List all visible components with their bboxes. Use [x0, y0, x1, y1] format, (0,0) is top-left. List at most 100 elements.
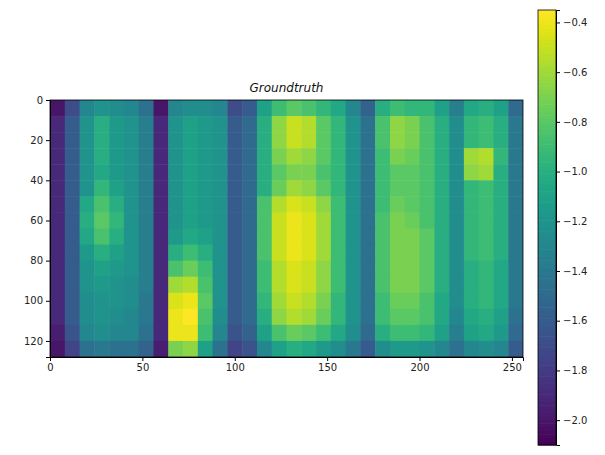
- heatmap-cell: [50, 293, 65, 310]
- colorbar-strip: [538, 365, 556, 369]
- heatmap-cell: [109, 180, 124, 197]
- heatmap-cell: [390, 132, 405, 149]
- heatmap-cell: [464, 116, 479, 133]
- heatmap-cell: [346, 180, 361, 197]
- colorbar-strip: [538, 126, 556, 130]
- heatmap-cell: [153, 229, 168, 246]
- heatmap-cell: [94, 325, 109, 342]
- heatmap-cell: [272, 245, 287, 262]
- heatmap-cell: [346, 148, 361, 165]
- colorbar-strip: [538, 115, 556, 119]
- colorbar-strip: [538, 213, 556, 217]
- heatmap-cell: [331, 116, 346, 133]
- tick-label: 0: [47, 362, 53, 373]
- heatmap-cell: [139, 341, 154, 357]
- colorbar-strip: [538, 79, 556, 83]
- heatmap-cell: [390, 164, 405, 181]
- heatmap-cell: [198, 293, 213, 310]
- heatmap-cell: [287, 261, 302, 278]
- colorbar-strip: [538, 373, 556, 377]
- heatmap-cell: [449, 132, 464, 149]
- heatmap-cell: [168, 212, 183, 229]
- heatmap-cell: [213, 196, 228, 213]
- tick-label: −0.6: [563, 67, 587, 78]
- heatmap-cell: [50, 245, 65, 262]
- colorbar-strip: [538, 97, 556, 101]
- colorbar-strip: [538, 199, 556, 203]
- colorbar-strip: [538, 86, 556, 90]
- tick-label: −1.4: [563, 266, 587, 277]
- heatmap-cell: [183, 245, 198, 262]
- heatmap-cell: [94, 196, 109, 213]
- colorbar-strip: [538, 253, 556, 257]
- colorbar-strip: [538, 369, 556, 373]
- heatmap-cell: [287, 148, 302, 165]
- heatmap-cell: [65, 277, 80, 294]
- heatmap-cell: [449, 229, 464, 246]
- heatmap-cell: [213, 116, 228, 133]
- heatmap-cell: [183, 196, 198, 213]
- colorbar-strip: [538, 72, 556, 76]
- tick-label: −0.8: [563, 117, 587, 128]
- heatmap-cell: [479, 180, 494, 197]
- heatmap-cell: [109, 212, 124, 229]
- heatmap-cell: [434, 293, 449, 310]
- heatmap-cell: [360, 180, 375, 197]
- heatmap-cell: [287, 132, 302, 149]
- heatmap-cell: [227, 164, 242, 181]
- heatmap-cell: [375, 148, 390, 165]
- heatmap-cell: [331, 309, 346, 326]
- colorbar-strip: [538, 260, 556, 264]
- heatmap-cell: [139, 180, 154, 197]
- heatmap-cell: [257, 180, 272, 197]
- heatmap-cell: [242, 164, 257, 181]
- heatmap-cell: [124, 148, 139, 165]
- tick-mark: [235, 357, 236, 361]
- heatmap-cell: [346, 277, 361, 294]
- heatmap-cell: [508, 229, 523, 246]
- colorbar-strip: [538, 420, 556, 424]
- heatmap-cell: [360, 245, 375, 262]
- heatmap-cell: [508, 196, 523, 213]
- heatmap-cell: [80, 148, 95, 165]
- heatmap-cell: [508, 341, 523, 357]
- heatmap-cell: [360, 341, 375, 357]
- heatmap-cell: [493, 116, 508, 133]
- heatmap-cell: [168, 341, 183, 357]
- heatmap-cell: [109, 261, 124, 278]
- heatmap-cell: [301, 212, 316, 229]
- heatmap-cell: [227, 325, 242, 342]
- heatmap-cell: [331, 261, 346, 278]
- colorbar-strip: [538, 195, 556, 199]
- colorbar-strip: [538, 257, 556, 261]
- colorbar-strip: [538, 340, 556, 344]
- heatmap-cell: [272, 180, 287, 197]
- heatmap-cell: [65, 229, 80, 246]
- heatmap-cell: [65, 180, 80, 197]
- heatmap-cell: [434, 229, 449, 246]
- heatmap-cell: [301, 277, 316, 294]
- heatmap-cell: [493, 132, 508, 149]
- heatmap-cell: [94, 164, 109, 181]
- heatmap-cell: [434, 116, 449, 133]
- heatmap-cell: [183, 341, 198, 357]
- heatmap-cell: [331, 196, 346, 213]
- heatmap-cell: [168, 196, 183, 213]
- heatmap-cell: [242, 245, 257, 262]
- colorbar-strip: [538, 286, 556, 290]
- heatmap-cell: [272, 212, 287, 229]
- heatmap-cell: [390, 196, 405, 213]
- heatmap-cell: [493, 212, 508, 229]
- heatmap-cell: [94, 277, 109, 294]
- heatmap-cell: [65, 148, 80, 165]
- heatmap-cell: [449, 180, 464, 197]
- colorbar-strip: [538, 101, 556, 105]
- colorbar-strip: [538, 184, 556, 188]
- heatmap-cell: [493, 245, 508, 262]
- heatmap-cell: [301, 196, 316, 213]
- heatmap-cell: [434, 325, 449, 342]
- heatmap-cell: [198, 261, 213, 278]
- colorbar-strip: [538, 50, 556, 54]
- colorbar: [538, 10, 556, 446]
- heatmap-cell: [80, 164, 95, 181]
